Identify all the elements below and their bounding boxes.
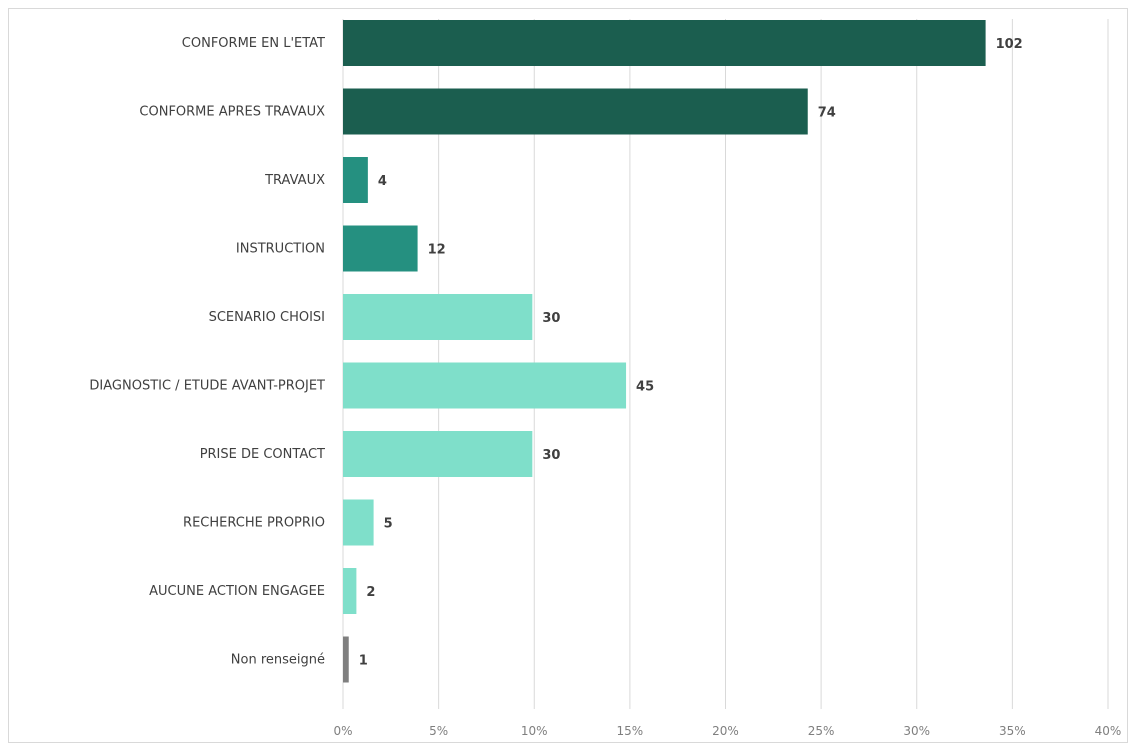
value-label: 102 <box>996 37 1023 52</box>
x-tick-label: 0% <box>333 724 352 738</box>
category-label: TRAVAUX <box>264 173 325 188</box>
category-label: CONFORME EN L'ETAT <box>182 36 325 51</box>
x-tick-label: 20% <box>712 724 739 738</box>
value-label: 4 <box>378 174 387 189</box>
value-label: 30 <box>542 448 560 463</box>
category-label: Non renseigné <box>231 653 325 668</box>
value-label: 30 <box>542 311 560 326</box>
x-tick-label: 5% <box>429 724 448 738</box>
value-label: 1 <box>359 654 368 669</box>
bar <box>343 225 418 272</box>
bar <box>343 88 808 135</box>
x-tick-label: 15% <box>617 724 644 738</box>
bar <box>343 568 357 614</box>
category-label: AUCUNE ACTION ENGAGEE <box>149 584 325 599</box>
label-layer: CONFORME EN L'ETAT 102 CONFORME APRES TRAV… <box>89 36 1022 669</box>
bar <box>343 499 374 546</box>
category-label: CONFORME APRES TRAVAUX <box>139 105 325 120</box>
bar <box>343 362 627 409</box>
category-label: RECHERCHE PROPRIO <box>183 516 325 531</box>
bar <box>343 294 533 340</box>
bar <box>343 20 986 66</box>
bar-chart: CONFORME EN L'ETAT 102 CONFORME APRES TRAV… <box>89 19 1121 738</box>
category-label: SCENARIO CHOISI <box>209 310 325 325</box>
x-tick-label: 25% <box>808 724 835 738</box>
x-tick-label: 40% <box>1095 724 1122 738</box>
chart-frame: CONFORME EN L'ETAT 102 CONFORME APRES TRAV… <box>8 8 1128 743</box>
bar-layer <box>343 20 986 683</box>
tick-layer: 0% 5% 10% 15% 20% 25% 30% 35% 40% <box>333 724 1121 738</box>
value-label: 45 <box>636 380 654 395</box>
category-label: PRISE DE CONTACT <box>200 447 325 462</box>
bar <box>343 431 533 477</box>
value-label: 2 <box>366 585 375 600</box>
bar <box>343 157 368 203</box>
bar <box>343 636 349 683</box>
value-label: 5 <box>384 517 393 532</box>
category-label: INSTRUCTION <box>236 242 325 257</box>
value-label: 74 <box>818 106 836 121</box>
category-label: DIAGNOSTIC / ETUDE AVANT-PROJET <box>89 379 325 394</box>
x-tick-label: 30% <box>903 724 930 738</box>
value-label: 12 <box>428 243 446 258</box>
x-tick-label: 10% <box>521 724 548 738</box>
x-tick-label: 35% <box>999 724 1026 738</box>
